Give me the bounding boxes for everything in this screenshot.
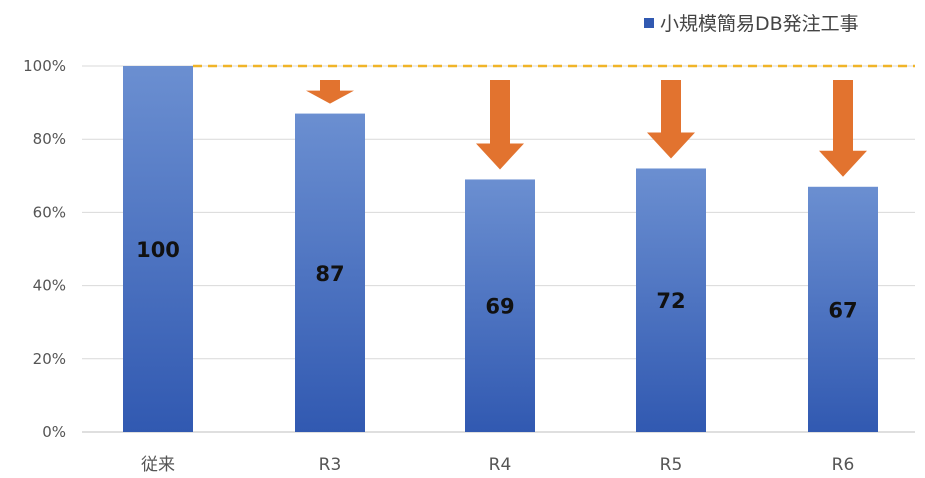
y-tick-label: 0% — [42, 423, 66, 441]
bar-R6 — [808, 186, 878, 432]
down-arrow-icon — [476, 80, 524, 170]
data-label: 87 — [315, 262, 344, 286]
down-arrow-icon — [819, 80, 867, 177]
y-tick-label: 40% — [33, 277, 66, 295]
bar-R5 — [636, 168, 706, 433]
decrease-arrows — [306, 80, 867, 177]
category-label: R4 — [489, 455, 512, 475]
data-label: 100 — [136, 238, 180, 262]
y-tick-label: 100% — [23, 57, 66, 75]
legend: 小規模簡易DB発注工事 — [644, 13, 859, 35]
legend-label: 小規模簡易DB発注工事 — [660, 13, 859, 35]
x-axis-category-labels: 従来 R3 R4 R5 R6 — [141, 455, 854, 475]
category-label: R3 — [319, 455, 342, 475]
category-label: 従来 — [141, 455, 175, 475]
y-axis-tick-labels: 0% 20% 40% 60% 80% 100% — [23, 57, 66, 441]
y-tick-label: 80% — [33, 130, 66, 148]
category-label: R6 — [832, 455, 855, 475]
y-tick-label: 20% — [33, 350, 66, 368]
category-label: R5 — [660, 455, 683, 475]
down-arrow-icon — [647, 80, 695, 159]
bar-R4 — [465, 179, 535, 432]
data-label: 72 — [656, 289, 685, 313]
y-tick-label: 60% — [33, 203, 66, 221]
data-label: 67 — [828, 298, 857, 322]
down-arrow-icon — [306, 80, 354, 104]
bars — [123, 66, 878, 433]
bar-R3 — [295, 113, 365, 432]
legend-swatch — [644, 18, 654, 28]
data-labels: 100 87 69 72 67 — [136, 238, 858, 322]
data-label: 69 — [485, 295, 514, 319]
bar-従来 — [123, 66, 193, 432]
